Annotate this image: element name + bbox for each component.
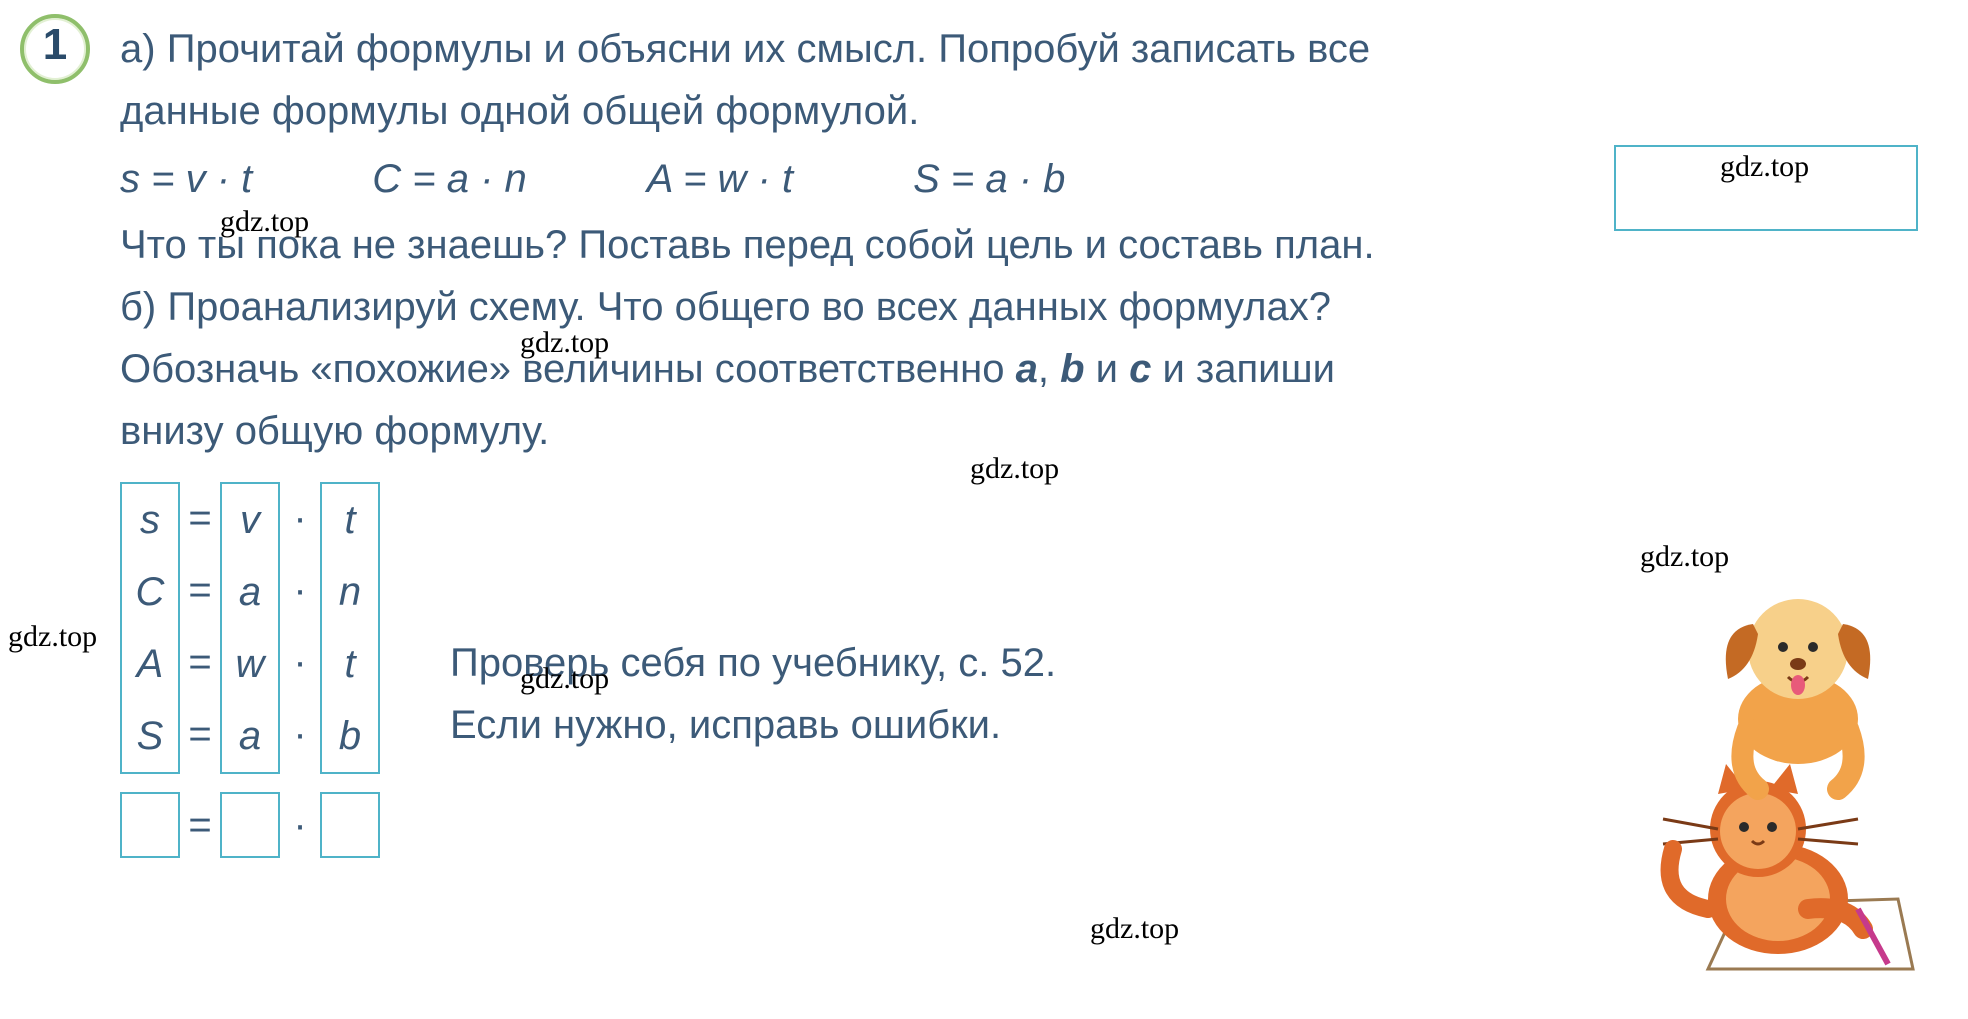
watermark-text: gdz.top [1090,912,1179,946]
blank-eq: = [180,794,220,856]
watermark-text: gdz.top [220,205,309,239]
watermark-text: gdz.top [520,326,609,360]
formula-4: S = a · b [913,148,1065,210]
scheme-col3-box: t n t b [320,482,380,774]
scheme-c1-r3: A [122,628,178,700]
scheme-dot-col: · · · · [280,482,320,770]
part-b-text2b: и запиши [1151,347,1335,391]
blank-dot: · [280,794,320,856]
blank-formula-row: = · [120,792,380,858]
dot-4: · [293,698,306,770]
var-b: b [1060,347,1084,391]
scheme-c2-r4: a [222,700,278,772]
comma-1: , [1038,347,1060,391]
cat-dog-illustration-icon [1648,569,1928,989]
eq-2: = [188,554,211,626]
watermark-text: gdz.top [520,662,609,696]
scheme-c3-r1: t [322,484,378,556]
var-c: c [1129,347,1151,391]
eq-4: = [188,698,211,770]
scheme-c2-r3: w [222,628,278,700]
blank-box-1[interactable] [120,792,180,858]
part-b-line1: б) Проанализируй схему. Что общего во вс… [120,276,1938,338]
part-a-line2: данные формулы одной общей формулой. [120,80,1938,142]
scheme-eq-col: = = = = [180,482,220,770]
scheme-col1-box: s C A S [120,482,180,774]
formula-1: s = v · t [120,148,252,210]
part-b-line2: Обозначь «похожие» величины соответствен… [120,338,1938,400]
scheme-wrap: s C A S = = = = v a w a [120,482,380,858]
and-word: и [1085,347,1130,391]
part-a-line1: а) Прочитай формулы и объясни их смысл. … [120,18,1938,80]
formula-2: C = a · n [372,148,527,210]
eq-1: = [188,482,211,554]
watermark-text: gdz.top [8,620,97,654]
blank-box-2[interactable] [220,792,280,858]
scheme-c3-r4: b [322,700,378,772]
formula-3: A = w · t [647,148,793,210]
eq-3: = [188,626,211,698]
var-a: a [1016,347,1038,391]
watermark-text: gdz.top [1720,150,1809,184]
scheme-c1-r2: C [122,556,178,628]
check-line2: Если нужно, исправь ошибки. [450,694,1056,756]
part-a-label: а) [120,27,156,71]
scheme-c2-r2: a [222,556,278,628]
scheme-c1-r1: s [122,484,178,556]
part-b-text1: Проанализируй схему. Что общего во всех … [167,285,1331,329]
scheme-c3-r3: t [322,628,378,700]
scheme-c2-r1: v [222,484,278,556]
dot-2: · [293,554,306,626]
exercise-number-badge: 1 [20,14,90,84]
dot-1: · [293,482,306,554]
scheme-col2-box: v a w a [220,482,280,774]
dot-3: · [293,626,306,698]
scheme-c3-r2: n [322,556,378,628]
part-b-label: б) [120,285,156,329]
part-a-text1: Прочитай формулы и объясни их смысл. Поп… [167,27,1370,71]
watermark-text: gdz.top [970,452,1059,486]
blank-box-3[interactable] [320,792,380,858]
scheme-c1-r4: S [122,700,178,772]
